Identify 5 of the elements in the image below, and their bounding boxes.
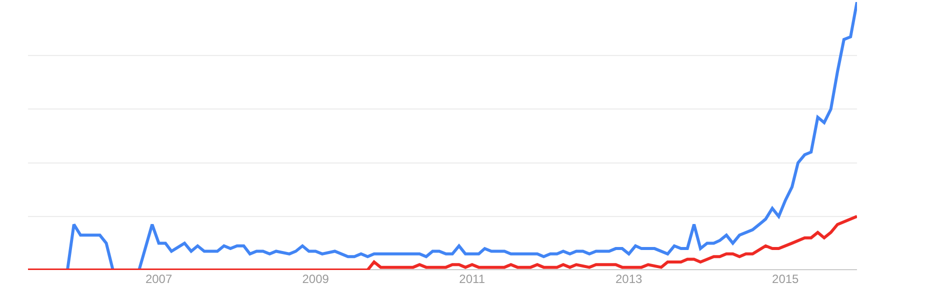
x-tick-label: 2013 [615, 272, 643, 286]
x-tick-label: 2007 [145, 272, 172, 286]
x-tick-label: 2015 [772, 272, 800, 286]
x-tick-label: 2009 [302, 272, 330, 286]
x-tick-label: 2011 [459, 272, 486, 286]
